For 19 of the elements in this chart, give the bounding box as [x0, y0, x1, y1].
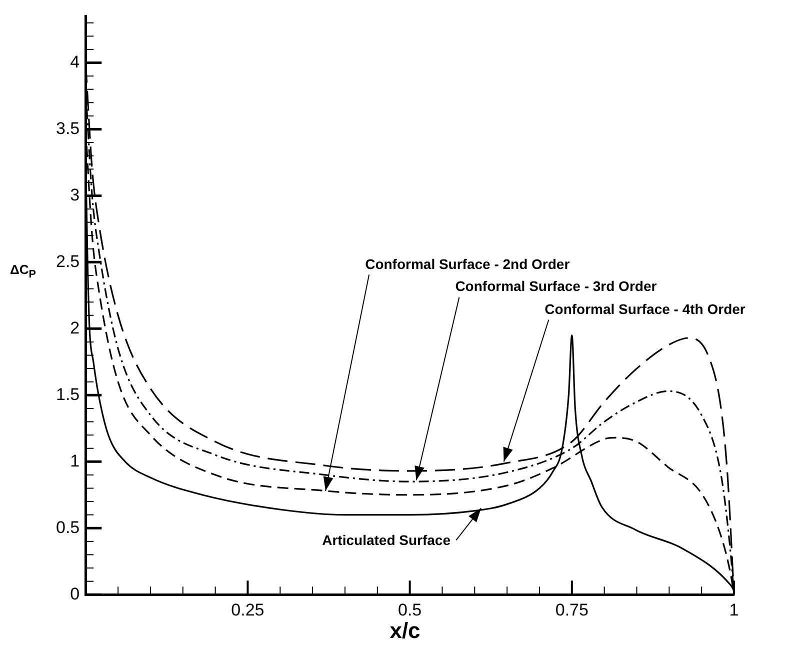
annotation: Articulated Surface: [322, 532, 450, 548]
annotation: Conformal Surface - 2nd Order: [365, 256, 570, 272]
annotation: Conformal Surface - 3rd Order: [455, 278, 657, 294]
y-tick-label: 0: [70, 584, 80, 604]
x-tick-label: 0.5: [398, 600, 422, 620]
y-tick-label: 2.5: [56, 252, 80, 271]
x-tick-label: 0.25: [231, 600, 264, 620]
y-tick-label: 3: [70, 185, 80, 204]
y-tick-label: 3.5: [56, 118, 80, 138]
x-axis-title: x/c: [388, 618, 422, 644]
y-tick-label: 1: [70, 451, 80, 470]
y-tick-label: 0.5: [56, 518, 80, 537]
x-tick-label: 1: [729, 600, 739, 620]
y-tick-label: 2: [70, 318, 80, 338]
x-tick-label: 0.75: [555, 600, 588, 620]
annotation: Conformal Surface - 4th Order: [544, 300, 746, 317]
y-tick-label: 4: [70, 52, 80, 72]
y-axis-title: ΔC$_{P}$: [10, 262, 36, 281]
y-tick-label: 1.5: [56, 384, 80, 404]
